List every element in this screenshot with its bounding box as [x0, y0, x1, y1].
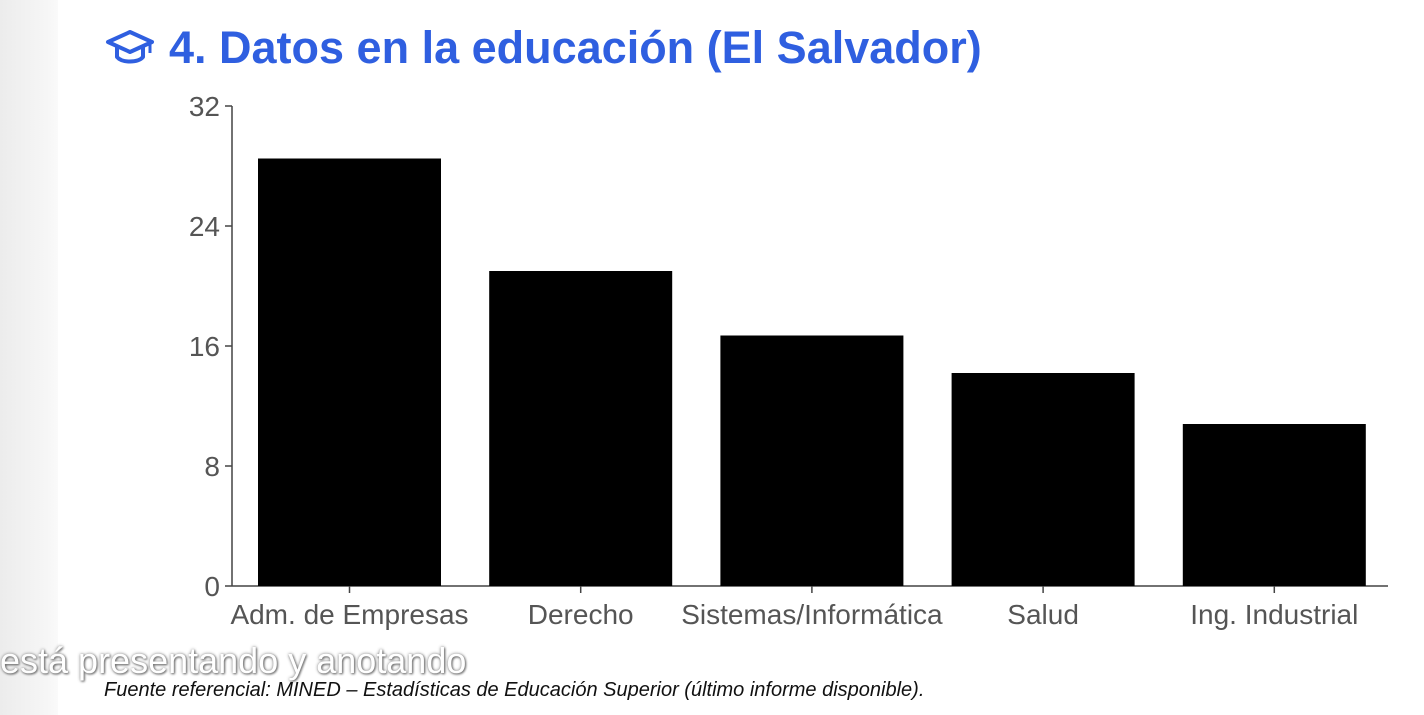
bar: [951, 373, 1135, 586]
bar: [720, 335, 904, 586]
graduation-cap-icon: [106, 30, 154, 64]
source-note: Fuente referencial: MINED – Estadísticas…: [104, 679, 925, 701]
slide-title-text: 4. Datos en la educación (El Salvador): [169, 22, 982, 73]
slide-title: 4. Datos en la educación (El Salvador): [105, 22, 982, 74]
y-tick-label: 24: [189, 211, 220, 242]
x-tick-label: Salud: [1007, 599, 1079, 630]
x-tick-label: Sistemas/Informática: [681, 599, 943, 630]
bar: [1182, 424, 1366, 586]
y-tick-label: 16: [189, 331, 220, 362]
presenter-caption: está presentando y anotando: [0, 640, 467, 681]
x-tick-label: Adm. de Empresas: [230, 599, 468, 630]
x-tick-label: Derecho: [528, 599, 634, 630]
bar: [258, 158, 441, 586]
y-tick-label: 0: [204, 571, 220, 602]
x-tick-label: Ing. Industrial: [1190, 599, 1358, 630]
bar: [489, 271, 673, 586]
y-tick-label: 32: [189, 91, 220, 122]
y-tick-label: 8: [204, 451, 220, 482]
left-panel-edge: [0, 0, 58, 715]
